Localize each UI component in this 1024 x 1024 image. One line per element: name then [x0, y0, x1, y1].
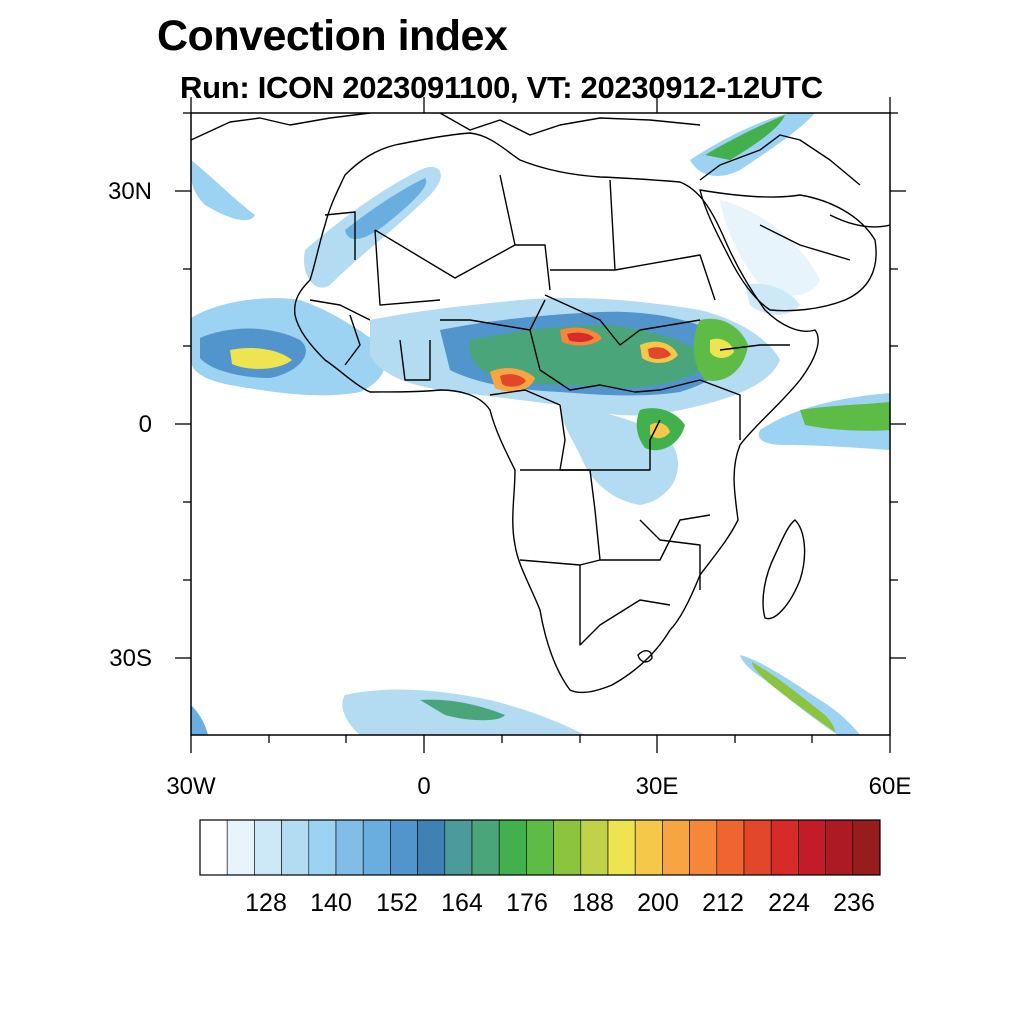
- field-sudan-core: [648, 347, 671, 359]
- border-18: [399, 339, 431, 381]
- colorbar-swatch: [553, 819, 582, 876]
- colorbar-label: 224: [768, 889, 810, 917]
- border-2: [374, 229, 551, 291]
- colorbar-swatch: [743, 819, 772, 876]
- colorbar: [199, 819, 881, 876]
- field-chad-core: [567, 332, 594, 343]
- colorbar-label: 236: [833, 889, 875, 917]
- colorbar-swatch: [689, 819, 718, 876]
- colorbar-label: 176: [506, 889, 548, 917]
- colorbar-swatch: [716, 819, 745, 876]
- border-7: [440, 299, 546, 331]
- europe-coast: [191, 113, 371, 141]
- border-20: [324, 211, 356, 260]
- chart-subtitle: Run: ICON 2023091100, VT: 20230912-12UTC: [180, 70, 823, 105]
- colorbar-swatch: [607, 819, 636, 876]
- colorbar-swatch: [444, 819, 473, 876]
- field-med-green: [705, 115, 785, 160]
- colorbar-swatch: [199, 819, 228, 876]
- colorbar-label: 128: [245, 889, 287, 917]
- colorbar-swatch: [526, 819, 554, 876]
- border-19: [309, 299, 371, 321]
- field-sahara-streak-core: [345, 178, 427, 240]
- field-arabia: [720, 200, 820, 296]
- border-3: [499, 174, 516, 246]
- colorbar-label: 200: [637, 889, 679, 917]
- border-10: [559, 404, 661, 471]
- colorbar-swatch: [471, 819, 500, 876]
- colorbar-swatch: [498, 819, 527, 876]
- persian-gulf: [829, 214, 890, 228]
- field-yemen: [745, 283, 800, 315]
- colorbar-swatch: [852, 819, 881, 876]
- border-15: [579, 565, 671, 646]
- arabia-borders: [759, 224, 851, 261]
- colorbar-swatch: [362, 819, 391, 876]
- border-14: [519, 559, 601, 566]
- lat-label-30n: 30N: [107, 178, 152, 205]
- border-16: [639, 519, 701, 590]
- field-sahel-green: [469, 325, 710, 388]
- field-indian-ocean-core: [800, 402, 890, 431]
- colorbar-swatch: [798, 819, 826, 876]
- colorbar-label: 152: [376, 889, 418, 917]
- lat-label-30s: 30S: [109, 645, 152, 672]
- map-ticks: [175, 97, 906, 753]
- colorbar-label: 212: [702, 889, 744, 917]
- colorbar-label: 164: [441, 889, 483, 917]
- colorbar-swatch: [254, 819, 282, 876]
- field-se-front-core: [752, 662, 835, 732]
- colorbar-swatch: [580, 819, 609, 876]
- colorbar-swatch: [308, 819, 337, 876]
- coastlines-borders: [191, 113, 890, 694]
- colorbar-label: 188: [572, 889, 614, 917]
- africa-coastline: [293, 132, 819, 694]
- colorbar-swatch: [634, 819, 663, 876]
- border-1: [374, 229, 441, 306]
- convection-field: [191, 113, 890, 735]
- field-lake-hot: [650, 422, 670, 439]
- border-6: [544, 294, 701, 346]
- madagascar: [762, 519, 806, 620]
- lon-label-30w: 30W: [166, 773, 216, 800]
- lesotho: [637, 650, 653, 663]
- lon-label-0: 0: [417, 773, 431, 800]
- border-9: [489, 389, 561, 406]
- colorbar-swatch: [390, 819, 418, 876]
- border-17: [344, 314, 361, 366]
- colorbar-swatch: [281, 819, 310, 876]
- colorbar-frame: [199, 819, 881, 876]
- field-nw-band: [191, 160, 255, 221]
- field-atlantic-hot: [230, 348, 292, 369]
- colorbar-label: 140: [310, 889, 352, 917]
- field-ethiopia-hot: [710, 338, 734, 358]
- border-5: [614, 254, 716, 301]
- border-8: [529, 329, 701, 393]
- arabia: [699, 189, 877, 312]
- field-cameroon-core: [500, 374, 526, 387]
- lon-label-60e: 60E: [868, 773, 912, 800]
- chart-title: Convection index: [157, 12, 508, 60]
- iberia-italy: [439, 113, 701, 136]
- lat-label-0: 0: [138, 411, 152, 438]
- border-11: [699, 379, 741, 440]
- field-s-atlantic-core: [420, 699, 505, 721]
- colorbar-swatch: [226, 819, 255, 876]
- levant: [699, 134, 861, 186]
- colorbar-swatch: [335, 819, 364, 876]
- colorbar-swatch: [825, 819, 854, 876]
- colorbar-swatch: [770, 819, 799, 876]
- border-12: [719, 344, 790, 351]
- colorbar-swatch: [417, 819, 446, 876]
- colorbar-swatch: [662, 819, 690, 876]
- field-sw-corner: [191, 705, 208, 735]
- border-4: [550, 179, 616, 271]
- lon-label-30e: 30E: [635, 773, 679, 800]
